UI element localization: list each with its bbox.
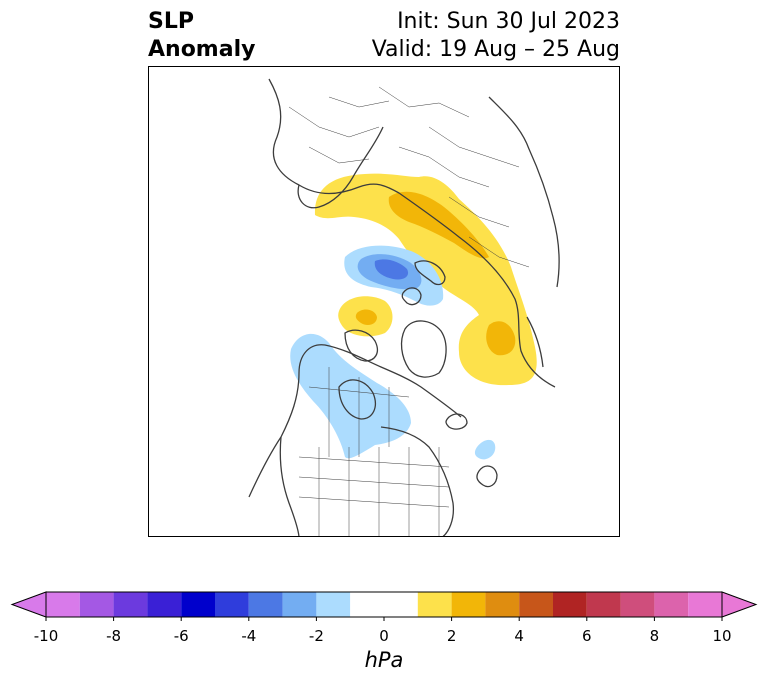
political-borders (288, 86, 530, 536)
colorbar-bin (654, 592, 689, 617)
colorbar-tick-label: 2 (446, 627, 457, 645)
variable-name: SLP (148, 9, 194, 34)
colorbar-bar (10, 591, 758, 621)
arctic-archipelago-coastline (344, 329, 379, 362)
colorbar-bin (282, 592, 317, 617)
positive-anomaly-region-eurasia (314, 173, 537, 386)
greenland-coastline (400, 320, 447, 378)
colorbar-bin (113, 592, 148, 617)
forecast-dates: Init: Sun 30 Jul 2023 Valid: 19 Aug – 25… (372, 8, 620, 64)
colorbar-unit-label: hPa (364, 648, 404, 672)
colorbar-extend-high (721, 591, 758, 618)
us-state-borders (298, 447, 450, 536)
colorbar-bin (586, 592, 621, 617)
polar-stereographic-map (148, 66, 620, 537)
colorbar (0, 585, 768, 685)
colorbar-bin (316, 592, 351, 617)
colorbar-tick-label: 10 (712, 627, 732, 645)
positive-anomaly-core-pacific (486, 321, 516, 356)
british-isles-coastline (476, 465, 498, 488)
eurasia-coastline (268, 78, 556, 388)
canada-province-borders (308, 367, 410, 457)
asia-east-coastline (488, 96, 560, 288)
coastlines (248, 78, 560, 536)
colorbar-bin (688, 592, 722, 617)
negative-anomaly-region-canada (290, 333, 411, 459)
colorbar-bin (46, 592, 80, 617)
variable-type: Anomaly (148, 37, 256, 62)
eurasia-borders (288, 86, 530, 268)
positive-anomaly-core-arctic (355, 309, 377, 325)
colorbar-bin (553, 592, 587, 617)
colorbar-bin (350, 592, 418, 617)
colorbar-tick-label: -2 (308, 627, 324, 645)
colorbar-tick-label: -10 (33, 627, 59, 645)
iceland-coastline (445, 413, 468, 430)
colorbar-tick-label: 8 (649, 627, 660, 645)
init-date: Init: Sun 30 Jul 2023 (397, 9, 620, 34)
svalbard-coastline (401, 287, 422, 306)
colorbar-bin (417, 592, 452, 617)
colorbar-bin (620, 592, 655, 617)
colorbar-extend-low (10, 591, 47, 618)
hudson-bay-coastline (338, 379, 376, 420)
slp-anomaly-shading (290, 173, 537, 460)
colorbar-tick-label: -6 (173, 627, 189, 645)
colorbar-tick-label: 4 (514, 627, 524, 645)
kamchatka-coastline (526, 316, 544, 368)
us-east-coastline (380, 426, 455, 536)
colorbar-bin (485, 592, 520, 617)
colorbar-tick-label: -8 (106, 627, 122, 645)
positive-anomaly-core-siberia (388, 191, 489, 259)
us-west-coastline (279, 436, 300, 536)
colorbar-tick-label: 0 (379, 627, 389, 645)
colorbar-bin (248, 592, 283, 617)
negative-anomaly-region-atlantic (474, 439, 496, 460)
map-canvas (248, 78, 560, 536)
novaya-zemlya-coastline (414, 260, 446, 286)
colorbar-bin (79, 592, 114, 617)
scandinavia-coastline (297, 126, 384, 209)
map-title: SLP Anomaly (148, 8, 255, 64)
colorbar-bin (519, 592, 553, 617)
colorbar-bin (147, 592, 182, 617)
colorbar-bin (451, 592, 486, 617)
colorbar-bin (181, 592, 215, 617)
valid-range: Valid: 19 Aug – 25 Aug (371, 37, 620, 62)
negative-anomaly-core-barents (374, 259, 409, 280)
colorbar-tick-label: -4 (241, 627, 257, 645)
colorbar-bin (215, 592, 249, 617)
colorbar-tick-label: 6 (582, 627, 592, 645)
